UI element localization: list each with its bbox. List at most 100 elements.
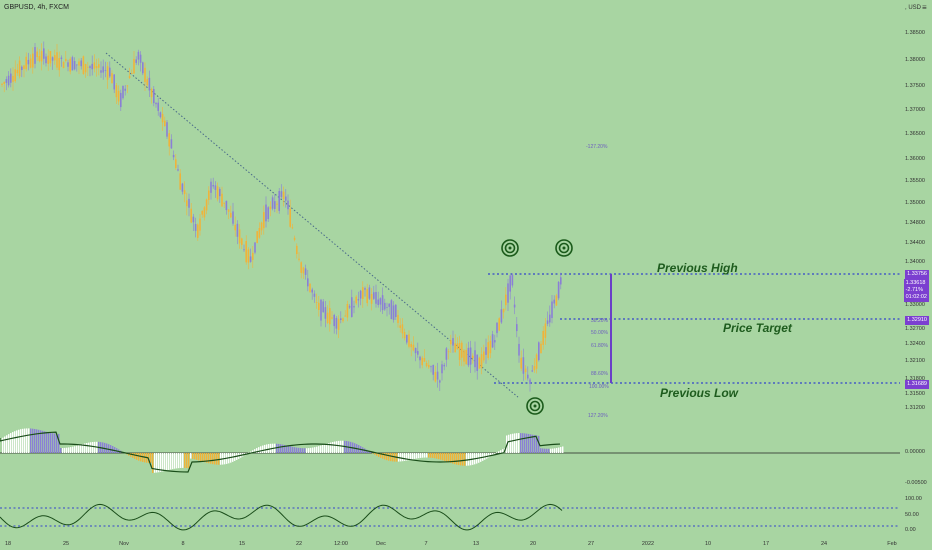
candle-body	[441, 364, 443, 374]
candle-body	[194, 224, 197, 231]
histogram-bar	[252, 450, 254, 453]
histogram-bar	[410, 453, 412, 460]
candle-body	[342, 318, 344, 322]
target-icon-inner	[529, 400, 541, 412]
candle-body	[524, 368, 527, 373]
candle-body	[408, 334, 410, 347]
y-tick-label: 1.36000	[905, 156, 925, 162]
histogram-bar	[402, 453, 404, 462]
histogram-bar	[178, 453, 180, 469]
candle-body	[507, 283, 509, 303]
histogram-bar	[84, 443, 86, 453]
histogram-bar	[426, 453, 428, 458]
y-tick-label: 1.37000	[905, 107, 925, 113]
histogram-bar	[256, 448, 258, 453]
candle-body	[89, 66, 91, 68]
histogram-bar	[26, 428, 28, 453]
candle-body	[197, 224, 199, 238]
histogram-bar	[86, 443, 88, 453]
histogram-bar	[510, 434, 512, 453]
target-icon	[555, 239, 573, 257]
histogram-bar	[66, 447, 68, 453]
candle-body	[241, 238, 243, 245]
histogram-bar	[554, 448, 556, 453]
fib-label-38: 38.20%	[591, 318, 608, 324]
candle-body	[432, 364, 434, 375]
histogram-bar	[370, 452, 372, 453]
candle-body	[324, 307, 327, 319]
histogram-bar	[492, 453, 494, 455]
candle-body	[373, 292, 375, 299]
histogram-bar	[538, 435, 540, 453]
histogram-bar	[416, 453, 418, 459]
histogram-bar	[90, 442, 92, 453]
candle-body	[45, 56, 47, 64]
x-tick-label: 17	[763, 541, 769, 547]
candle-body	[219, 188, 221, 197]
candle-body	[381, 295, 384, 311]
histogram-bar	[338, 440, 340, 453]
histogram-bar	[414, 453, 416, 459]
candle-body	[177, 169, 179, 171]
candle-body	[439, 380, 441, 383]
candle-body	[353, 306, 355, 308]
candle-body	[368, 287, 371, 299]
x-tick-label: 18	[5, 541, 11, 547]
candle-body	[518, 343, 520, 356]
candle-body	[135, 59, 137, 63]
histogram-bar	[154, 453, 156, 473]
histogram-bar	[490, 453, 492, 457]
histogram-bar	[72, 446, 74, 453]
histogram-bar	[322, 444, 324, 453]
histogram-bar	[258, 447, 260, 453]
histogram-bar	[542, 448, 544, 453]
y-tick-label: 1.32400	[905, 341, 925, 347]
candle-body	[95, 66, 98, 69]
histogram-bar	[192, 453, 194, 459]
candle-body	[16, 69, 19, 74]
candle-body	[445, 348, 448, 360]
candle-body	[84, 64, 87, 73]
candle-body	[106, 66, 109, 80]
candle-body	[425, 362, 428, 367]
candle-body	[117, 90, 120, 102]
candle-body	[155, 102, 157, 105]
candle-body	[216, 186, 219, 200]
hist-tick-label: -0.00500	[905, 480, 927, 486]
current-price-label: 1.33618 -2.71% 01:02:02	[903, 279, 929, 302]
histogram-bar	[460, 453, 462, 466]
candle-body	[469, 347, 472, 365]
candle-body	[27, 59, 30, 65]
candle-body	[311, 289, 313, 293]
candle-body	[553, 299, 555, 304]
histogram-bar	[158, 453, 160, 473]
histogram-bar	[540, 448, 542, 453]
candle-body	[166, 122, 168, 137]
histogram-bar	[368, 450, 370, 453]
candle-body	[146, 79, 148, 86]
candle-body	[478, 357, 481, 369]
histogram-bar	[80, 444, 82, 453]
candle-body	[560, 277, 562, 285]
histogram-bar	[418, 453, 420, 459]
candle-body	[527, 374, 529, 379]
candle-body	[73, 61, 76, 70]
symbol-title: GBPUSD, 4h, FXCM	[4, 4, 69, 11]
histogram-bar	[216, 453, 218, 465]
candle-body	[395, 304, 397, 318]
histogram-bar	[62, 447, 64, 453]
candle-body	[91, 63, 93, 70]
candle-body	[399, 325, 401, 328]
candle-body	[234, 224, 236, 231]
menu-icon[interactable]: ≡	[922, 3, 927, 12]
current-price-value: 1.33618	[905, 280, 926, 286]
candle-body	[287, 200, 289, 210]
histogram-bar	[138, 453, 140, 461]
histogram-bar	[198, 453, 200, 461]
histogram-bar	[6, 435, 8, 453]
candle-body	[260, 222, 263, 231]
candle-body	[43, 48, 45, 59]
histogram-bar	[162, 453, 164, 472]
candle-body	[329, 308, 331, 325]
